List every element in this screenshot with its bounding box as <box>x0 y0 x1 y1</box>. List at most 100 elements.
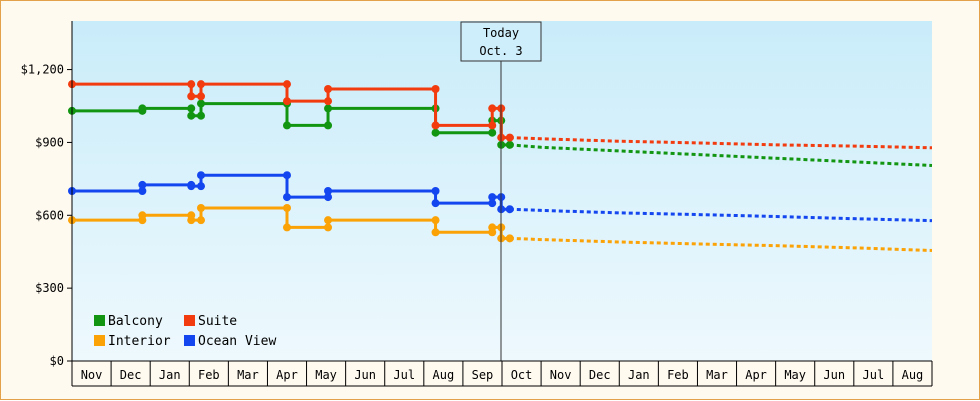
series-ocean-view <box>68 171 933 223</box>
x-tick-label: Apr <box>745 368 767 382</box>
y-tick-label: $600 <box>35 208 64 222</box>
x-tick-label: Dec <box>120 368 142 382</box>
data-point <box>197 111 205 120</box>
today-label: Today <box>483 26 519 40</box>
data-point <box>283 97 291 106</box>
legend-swatch <box>184 315 195 326</box>
data-point <box>505 205 514 214</box>
series-line <box>72 82 510 140</box>
x-tick-label: Aug <box>902 368 924 382</box>
data-point <box>283 193 291 202</box>
data-point <box>197 204 205 212</box>
x-tick-label: Feb <box>667 368 689 382</box>
legend-swatch <box>94 315 105 326</box>
data-point <box>488 193 497 202</box>
data-point <box>431 216 440 225</box>
x-tick-label: Jun <box>354 368 376 382</box>
series-suite <box>68 80 933 150</box>
x-tick-label: Jan <box>628 368 650 382</box>
forecast-line <box>509 207 933 223</box>
legend: Balcony Suite Interior Ocean View <box>94 314 276 349</box>
data-point <box>324 216 333 225</box>
data-point <box>324 104 333 113</box>
data-point <box>324 85 333 93</box>
x-tick-label: Dec <box>589 368 611 382</box>
data-point <box>187 111 196 120</box>
forecast-line <box>509 236 933 252</box>
data-point <box>505 234 514 243</box>
data-point <box>324 121 333 130</box>
data-point <box>283 204 291 212</box>
data-point <box>187 80 196 89</box>
x-tick-label: Jan <box>159 368 181 382</box>
legend-label: Suite <box>198 314 237 329</box>
data-point <box>324 223 333 232</box>
today-box <box>460 21 542 62</box>
today-date: Oct. 3 <box>479 44 522 58</box>
x-tick-label: Jun <box>823 368 845 382</box>
x-tick-label: May <box>315 368 337 382</box>
data-point <box>431 199 440 208</box>
data-point <box>197 182 205 191</box>
data-point <box>431 128 440 137</box>
legend-label: Balcony <box>108 314 163 329</box>
data-point <box>505 140 514 149</box>
data-point <box>488 121 497 130</box>
legend-label: Ocean View <box>198 334 276 349</box>
legend-label: Interior <box>108 334 171 349</box>
plot-area <box>72 21 932 361</box>
y-axis-ticks: $0 $300 $600 $900 $1,200 <box>21 63 72 368</box>
data-point <box>324 187 333 195</box>
x-tick-label: Aug <box>433 368 455 382</box>
data-point <box>138 187 147 195</box>
today-marker: Today Oct. 3 <box>460 21 542 62</box>
y-tick-label: $1,200 <box>21 63 64 77</box>
data-point <box>488 223 497 232</box>
x-axis-ticks: Nov Dec Jan Feb Mar Apr May Jun Jul Aug Sep Oct Nov D… <box>71 361 933 387</box>
forecast-line <box>509 136 933 150</box>
data-point <box>431 187 440 195</box>
x-tick-label: Mar <box>706 368 728 382</box>
x-tick-label: Oct <box>511 368 533 382</box>
data-point <box>138 211 147 220</box>
x-tick-label: May <box>784 368 806 382</box>
series-layer <box>68 80 933 252</box>
data-point <box>283 223 291 232</box>
data-point <box>138 104 147 113</box>
x-tick-label: Nov <box>81 368 103 382</box>
forecast-line <box>509 143 933 167</box>
y-tick-label: $300 <box>35 281 64 295</box>
data-point <box>197 216 205 225</box>
x-tick-label: Apr <box>276 368 298 382</box>
legend-swatch <box>94 335 105 346</box>
data-point <box>138 180 147 189</box>
data-point <box>187 104 196 113</box>
data-point <box>197 80 205 89</box>
data-point <box>324 97 333 106</box>
data-point <box>187 92 196 101</box>
data-point <box>324 193 333 202</box>
data-point <box>431 121 440 130</box>
y-tick-label: $900 <box>35 135 64 149</box>
x-tick-label: Nov <box>550 368 572 382</box>
data-point <box>197 171 205 180</box>
x-tick-label: Sep <box>472 368 494 382</box>
legend-swatch <box>184 335 195 346</box>
data-point <box>488 104 497 113</box>
data-point <box>488 128 497 137</box>
data-point <box>283 121 291 130</box>
data-point <box>197 92 205 101</box>
series-interior <box>68 204 933 252</box>
data-point <box>488 199 497 208</box>
x-tick-label: Jul <box>393 368 415 382</box>
data-point <box>197 99 205 108</box>
data-point <box>505 133 514 142</box>
x-tick-label: Feb <box>198 368 220 382</box>
data-point <box>283 171 291 180</box>
x-tick-label: Mar <box>237 368 259 382</box>
data-point <box>431 85 440 93</box>
y-tick-label: $0 <box>50 354 64 368</box>
data-point <box>187 182 196 191</box>
